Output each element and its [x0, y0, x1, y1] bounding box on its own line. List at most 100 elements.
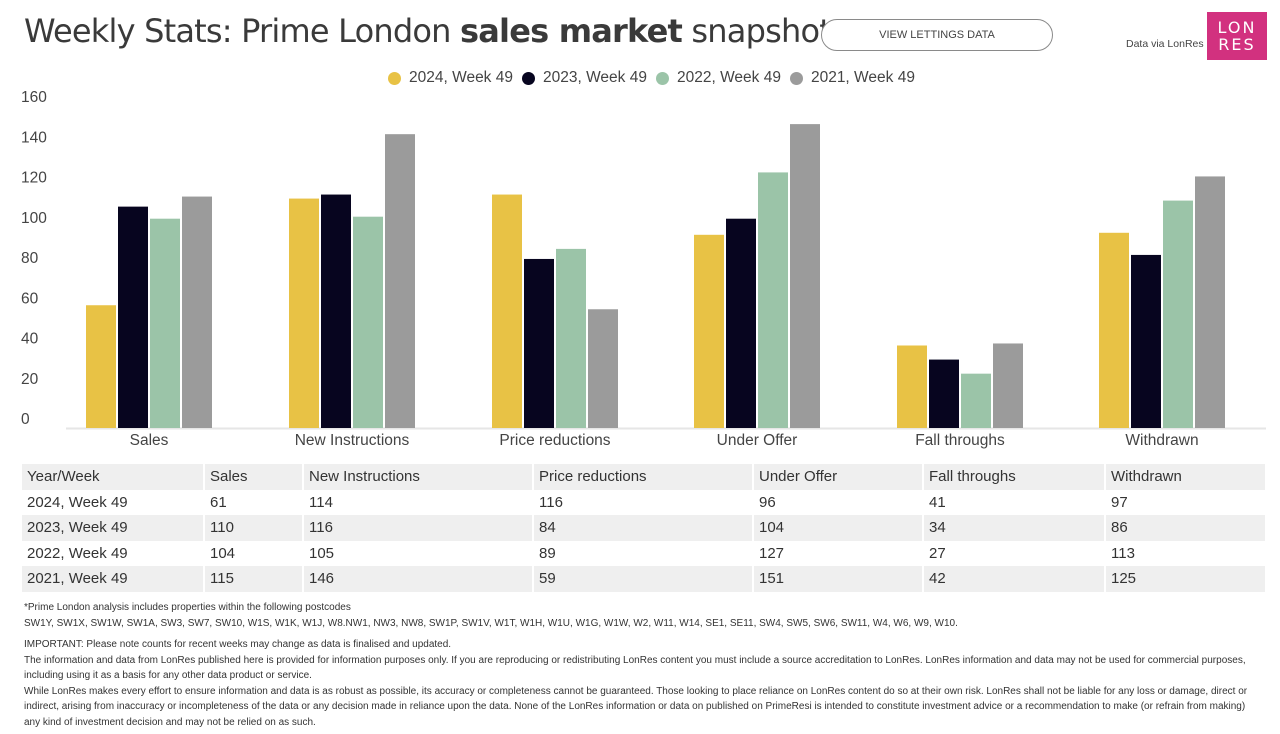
table-cell: 116: [534, 489, 754, 515]
table-cell: 116: [304, 515, 534, 541]
legend-label: 2021, Week 49: [810, 69, 915, 86]
y-tick-label: 60: [21, 290, 39, 307]
title-prefix: Weekly Stats: Prime London: [24, 12, 460, 50]
x-category-label: Price reductions: [499, 432, 610, 449]
bar[interactable]: [150, 218, 180, 428]
column-header: New Instructions: [304, 464, 534, 490]
logo-line-2: RES: [1218, 35, 1256, 54]
table-cell: 127: [754, 540, 924, 566]
table-cell: 104: [754, 515, 924, 541]
legend-label: 2023, Week 49: [542, 69, 647, 86]
table-cell: 86: [1106, 515, 1267, 541]
bar[interactable]: [118, 206, 148, 428]
x-category-label: Under Offer: [717, 432, 798, 449]
table-row: 2022, Week 49 104 105 89 127 27 113: [22, 540, 1267, 566]
data-table: Year/Week Sales New Instructions Price r…: [22, 464, 1267, 592]
bar[interactable]: [1195, 176, 1225, 428]
legend-item[interactable]: 2022, Week 49: [655, 69, 781, 87]
column-header: Withdrawn: [1106, 464, 1267, 490]
bar[interactable]: [790, 124, 820, 429]
table-cell: 105: [304, 540, 534, 566]
bar[interactable]: [726, 218, 756, 428]
lonres-logo: LON RES: [1207, 12, 1267, 60]
legend-label: 2024, Week 49: [409, 69, 513, 86]
legend-item[interactable]: 2021, Week 49: [789, 69, 915, 87]
x-category-label: Fall throughs: [915, 432, 1005, 449]
legend-item[interactable]: 2023, Week 49: [521, 69, 647, 87]
view-lettings-data-button[interactable]: VIEW LETTINGS DATA: [821, 19, 1053, 51]
table-cell: 61: [205, 489, 304, 515]
bar[interactable]: [524, 258, 554, 428]
table-row: 2024, Week 49 61 114 116 96 41 97: [22, 489, 1267, 515]
bar[interactable]: [694, 234, 724, 428]
table-cell: 115: [205, 566, 304, 592]
bar[interactable]: [556, 248, 586, 428]
table-cell: 89: [534, 540, 754, 566]
bar[interactable]: [961, 373, 991, 428]
table-row: 2021, Week 49 115 146 59 151 42 125: [22, 566, 1267, 592]
table-cell: 34: [924, 515, 1106, 541]
legend-dot-icon: [388, 71, 401, 85]
bar[interactable]: [353, 216, 383, 428]
important-note: IMPORTANT: Please note counts for recent…: [24, 639, 452, 650]
bar[interactable]: [1131, 254, 1161, 428]
y-tick-label: 120: [21, 170, 47, 187]
postcodes-intro: *Prime London analysis includes properti…: [24, 602, 351, 613]
bar[interactable]: [897, 345, 927, 428]
table-cell: 151: [754, 566, 924, 592]
bar[interactable]: [86, 305, 116, 428]
legend-dot-icon: [655, 71, 669, 85]
table-cell: 113: [1106, 540, 1267, 566]
bar[interactable]: [588, 309, 618, 428]
x-category-label: Withdrawn: [1125, 432, 1198, 449]
bar[interactable]: [182, 196, 212, 428]
disclaimer-note: While LonRes makes every effort to ensur…: [24, 685, 1248, 728]
y-tick-label: 80: [21, 250, 39, 267]
table-cell: 97: [1106, 489, 1267, 515]
table-cell: 104: [205, 540, 304, 566]
x-category-label: Sales: [130, 432, 169, 449]
table-cell: 96: [754, 489, 924, 515]
bar-chart: 0 20 40 60 80 100 120 140 160 Sales New Instructio…: [21, 89, 1266, 449]
bar[interactable]: [758, 172, 788, 428]
y-tick-label: 40: [21, 331, 39, 348]
column-header: Under Offer: [754, 464, 924, 490]
y-tick-label: 140: [21, 129, 47, 146]
bar[interactable]: [1163, 200, 1193, 428]
footnotes: *Prime London analysis includes properti…: [24, 600, 1264, 730]
table-cell: 42: [924, 566, 1106, 592]
row-label-cell: 2021, Week 49: [22, 566, 205, 592]
row-label-cell: 2022, Week 49: [22, 540, 205, 566]
legend-dot-icon: [789, 71, 803, 85]
data-source-label: Data via LonRes: [1126, 38, 1204, 50]
x-category-label: New Instructions: [295, 432, 410, 449]
column-header: Year/Week: [22, 464, 205, 490]
info-note: The information and data from LonRes pub…: [24, 654, 1246, 682]
y-tick-label: 160: [21, 89, 47, 106]
bar[interactable]: [289, 198, 319, 428]
column-header: Fall throughs: [924, 464, 1106, 490]
table-cell: 110: [205, 515, 304, 541]
title-suffix: snapshot: [682, 12, 831, 50]
postcodes-list: SW1Y, SW1X, SW1W, SW1A, SW3, SW7, SW10, …: [24, 617, 958, 629]
table-cell: 146: [304, 566, 534, 592]
title-bold: sales market: [460, 12, 683, 50]
bar[interactable]: [385, 134, 415, 429]
table-cell: 84: [534, 515, 754, 541]
bar[interactable]: [1099, 232, 1129, 428]
row-label-cell: 2024, Week 49: [22, 489, 205, 515]
legend-label: 2022, Week 49: [676, 69, 781, 86]
column-header: Sales: [205, 464, 304, 490]
y-tick-label: 0: [21, 411, 30, 428]
table-cell: 59: [534, 566, 754, 592]
bar[interactable]: [492, 194, 522, 428]
bar[interactable]: [993, 343, 1023, 428]
table-header-row: Year/Week Sales New Instructions Price r…: [22, 464, 1267, 490]
bar[interactable]: [321, 194, 351, 428]
row-label-cell: 2023, Week 49: [22, 515, 205, 541]
legend-item[interactable]: 2024, Week 49: [388, 69, 513, 87]
bar[interactable]: [929, 359, 959, 428]
logo-line-1: LON: [1217, 18, 1257, 37]
legend-dot-icon: [521, 71, 535, 85]
table-cell: 41: [924, 489, 1106, 515]
